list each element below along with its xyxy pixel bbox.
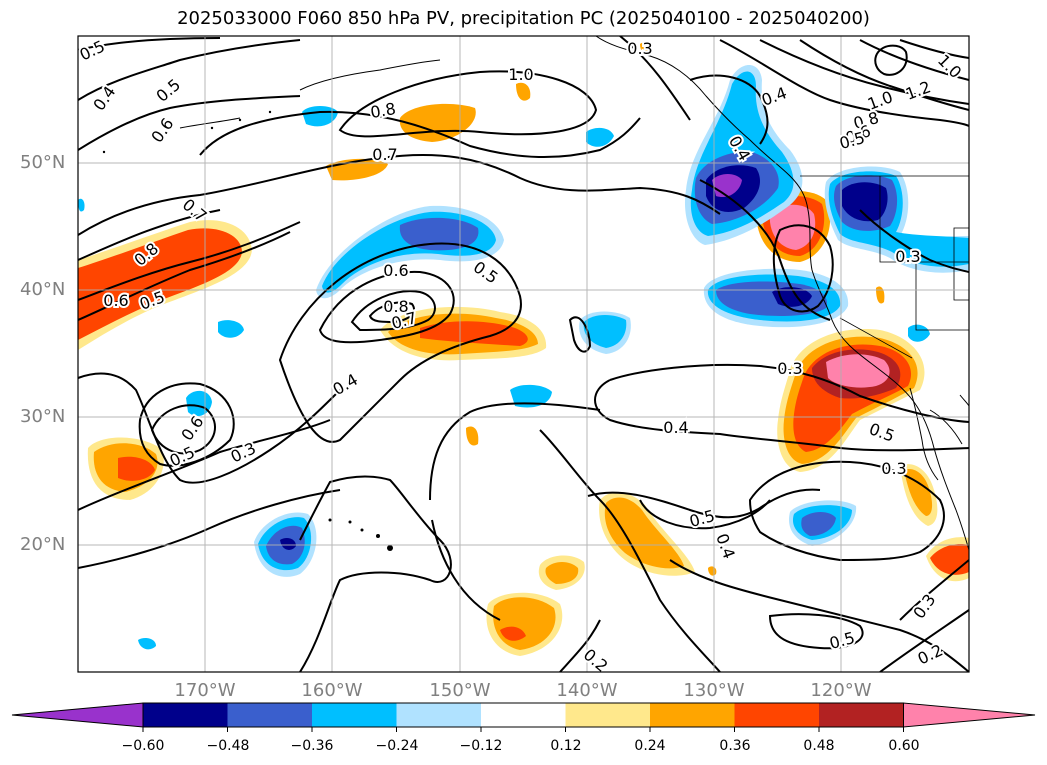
colorbar-tick-label: −0.48	[206, 738, 250, 754]
contour-label: 0.4	[663, 418, 688, 437]
borders	[800, 175, 969, 359]
contour-label: 0.6	[383, 261, 408, 280]
islands	[102, 110, 393, 551]
plot-frame	[77, 35, 970, 673]
coastlines	[179, 36, 969, 551]
contour-label: 0.3	[895, 247, 920, 266]
contour-label: 0.3	[627, 39, 652, 58]
colorbar-tick-label: −0.60	[121, 738, 165, 754]
lat-label-50: 50°N	[20, 152, 66, 173]
colorbar-segment	[650, 703, 735, 727]
colorbar-extend-high	[903, 702, 1036, 728]
colorbar-extend-low	[11, 702, 144, 728]
colorbar-segment	[819, 703, 904, 727]
colorbar	[11, 702, 1036, 732]
lon-label-140w: 140°W	[556, 680, 618, 701]
lon-label-150w: 150°W	[429, 680, 491, 701]
lon-label-130w: 130°W	[683, 680, 745, 701]
colorbar-tick-label: 0.60	[888, 738, 920, 754]
contour-label: 0.3	[777, 359, 802, 378]
colorbar-tick-label: −0.36	[290, 738, 334, 754]
colorbar-tick-label: −0.24	[375, 738, 419, 754]
lon-label-160w: 160°W	[301, 680, 363, 701]
colorbar-segment	[481, 703, 566, 727]
contour-label: 0.7	[372, 145, 397, 164]
colorbar-segment	[396, 703, 482, 727]
contour-label: 0.8	[383, 297, 408, 316]
colorbar-frame	[142, 702, 904, 728]
lat-label-40: 40°N	[20, 279, 66, 300]
contour-label: 0.3	[881, 459, 906, 478]
lat-label-20: 20°N	[20, 534, 66, 555]
map-title: 2025033000 F060 850 hPa PV, precipitatio…	[177, 8, 870, 29]
colorbar-segment	[734, 703, 820, 727]
colorbar-tick-label: 0.48	[803, 738, 835, 754]
colorbar-tick-label: −0.12	[459, 738, 503, 754]
colorbar-segment	[227, 703, 313, 727]
lat-label-30: 30°N	[20, 406, 66, 427]
contour-label: 1.0	[508, 65, 533, 84]
colorbar-segment	[143, 703, 228, 727]
lon-label-120w: 120°W	[810, 680, 872, 701]
pv-contours	[78, 36, 969, 672]
lon-label-170w: 170°W	[174, 680, 236, 701]
colorbar-segment	[312, 703, 397, 727]
colorbar-tick-label: 0.24	[634, 738, 666, 754]
colorbar-segment	[565, 703, 651, 727]
grid-lines	[78, 36, 969, 672]
contour-label: 0.6	[103, 291, 128, 310]
colorbar-tick-label: 0.12	[550, 738, 582, 754]
colorbar-tick-label: 0.36	[719, 738, 751, 754]
